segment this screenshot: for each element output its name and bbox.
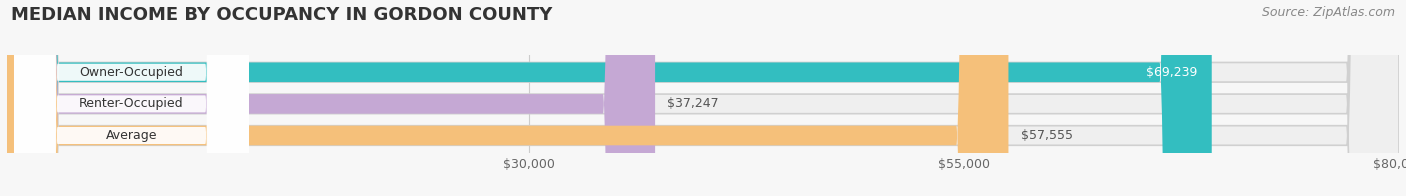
FancyBboxPatch shape <box>7 0 1399 196</box>
FancyBboxPatch shape <box>7 0 1399 196</box>
Text: $57,555: $57,555 <box>1021 129 1073 142</box>
FancyBboxPatch shape <box>7 0 655 196</box>
Text: $69,239: $69,239 <box>1146 66 1198 79</box>
FancyBboxPatch shape <box>14 0 249 196</box>
Text: MEDIAN INCOME BY OCCUPANCY IN GORDON COUNTY: MEDIAN INCOME BY OCCUPANCY IN GORDON COU… <box>11 6 553 24</box>
Text: Source: ZipAtlas.com: Source: ZipAtlas.com <box>1261 6 1395 19</box>
FancyBboxPatch shape <box>14 0 249 196</box>
Text: Average: Average <box>105 129 157 142</box>
Text: Renter-Occupied: Renter-Occupied <box>79 97 184 110</box>
FancyBboxPatch shape <box>14 0 249 196</box>
FancyBboxPatch shape <box>7 0 1399 196</box>
FancyBboxPatch shape <box>7 0 1212 196</box>
Text: Owner-Occupied: Owner-Occupied <box>80 66 183 79</box>
Text: $37,247: $37,247 <box>668 97 718 110</box>
FancyBboxPatch shape <box>7 0 1008 196</box>
